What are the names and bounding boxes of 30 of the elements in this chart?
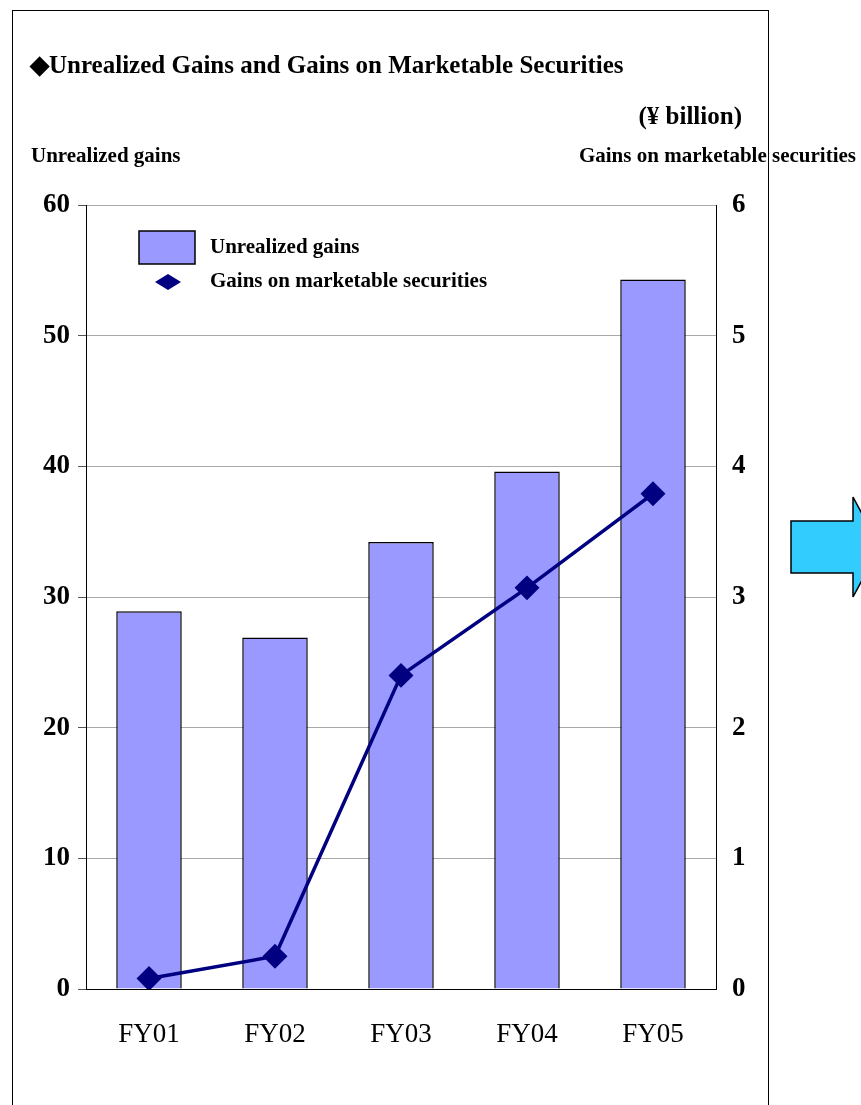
y-tick-label: 60 [43, 187, 70, 218]
point [263, 944, 287, 969]
y-tick-label: 20 [43, 710, 70, 741]
x-tick-label: FY04 [496, 1018, 559, 1049]
text: (¥ billion) [638, 102, 742, 131]
point [641, 482, 665, 506]
x-tick-label: FY03 [370, 1018, 432, 1049]
y2-tick-label: 4 [732, 449, 746, 480]
point [137, 966, 161, 989]
x-tick-label: FY05 [622, 1018, 684, 1049]
y2-tick-label: 0 [732, 971, 746, 1002]
y2-tick-label: 1 [732, 841, 746, 872]
y-tick-label: 0 [56, 971, 70, 1002]
y-tick-label: 50 [43, 318, 70, 349]
y2-tick-label: 3 [732, 579, 746, 610]
y2-tick-label: 2 [732, 710, 746, 741]
x-tick-label: FY02 [244, 1018, 306, 1049]
y2-tick-label: 6 [732, 187, 746, 218]
point [515, 576, 539, 600]
y-axis-title: Unrealized gains [31, 143, 181, 168]
point [389, 663, 413, 688]
y2-axis-title: Gains on marketable securities [578, 143, 856, 168]
legend-label: Unrealized gains [210, 234, 360, 259]
y2-tick-label: 5 [732, 318, 746, 349]
y-tick-label: 40 [43, 449, 70, 480]
x-tick-label: FY01 [118, 1018, 180, 1049]
y-tick-label: 10 [43, 841, 70, 872]
chart-title: ◆Unrealized Gains and Gains on Marketable Securities [29, 51, 624, 79]
legend-label: Gains on marketable securities [210, 268, 488, 293]
y-tick-label: 30 [43, 579, 70, 610]
